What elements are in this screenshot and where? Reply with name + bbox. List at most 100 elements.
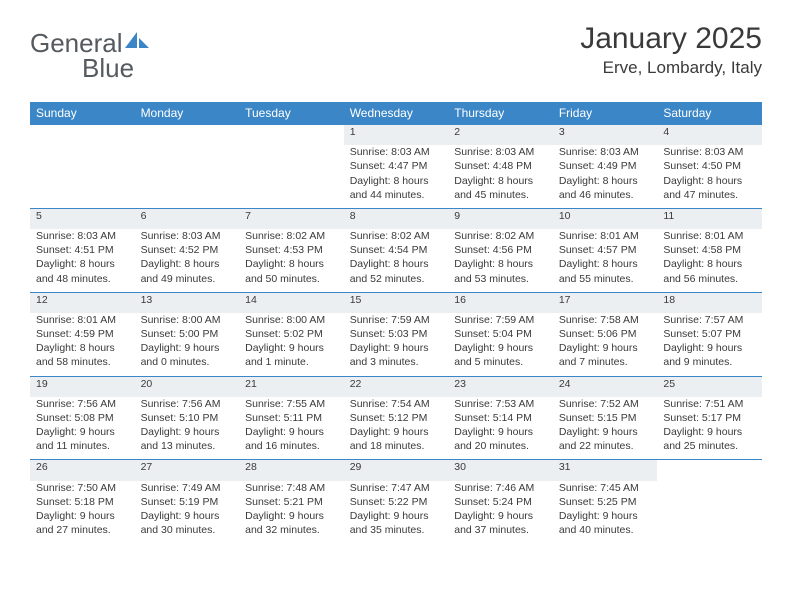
day-detail-line: Daylight: 9 hours <box>559 341 652 355</box>
day-detail-line: Daylight: 8 hours <box>454 257 547 271</box>
day-detail-line: Sunset: 5:19 PM <box>141 495 234 509</box>
day-cell: Sunrise: 8:00 AMSunset: 5:00 PMDaylight:… <box>135 313 240 376</box>
day-number: 4 <box>657 125 762 146</box>
day-number: 27 <box>135 460 240 481</box>
week-detail-row: Sunrise: 8:01 AMSunset: 4:59 PMDaylight:… <box>30 313 762 376</box>
day-number: 24 <box>553 376 658 397</box>
day-cell: Sunrise: 8:03 AMSunset: 4:52 PMDaylight:… <box>135 229 240 292</box>
day-cell: Sunrise: 7:56 AMSunset: 5:08 PMDaylight:… <box>30 397 135 460</box>
day-cell <box>135 145 240 208</box>
day-detail-line: Sunrise: 7:56 AM <box>141 397 234 411</box>
day-cell: Sunrise: 7:59 AMSunset: 5:04 PMDaylight:… <box>448 313 553 376</box>
weekday-header: Friday <box>553 102 658 125</box>
day-cell: Sunrise: 7:53 AMSunset: 5:14 PMDaylight:… <box>448 397 553 460</box>
week-daynum-row: 12131415161718 <box>30 292 762 313</box>
day-detail-line: Sunset: 4:47 PM <box>350 159 443 173</box>
day-detail-line: Daylight: 9 hours <box>245 509 338 523</box>
day-detail-line: and 55 minutes. <box>559 272 652 286</box>
day-cell: Sunrise: 8:03 AMSunset: 4:48 PMDaylight:… <box>448 145 553 208</box>
weekday-header: Monday <box>135 102 240 125</box>
day-detail-line: Sunset: 4:58 PM <box>663 243 756 257</box>
day-detail-line: Sunset: 5:24 PM <box>454 495 547 509</box>
day-detail-line: Daylight: 8 hours <box>141 257 234 271</box>
day-detail-line: and 30 minutes. <box>141 523 234 537</box>
day-detail-line: and 5 minutes. <box>454 355 547 369</box>
day-detail-line: Sunset: 5:14 PM <box>454 411 547 425</box>
day-detail-line: Daylight: 8 hours <box>36 341 129 355</box>
day-cell <box>239 145 344 208</box>
day-detail-line: and 49 minutes. <box>141 272 234 286</box>
day-detail-line: Sunrise: 7:58 AM <box>559 313 652 327</box>
day-detail-line: Sunrise: 8:03 AM <box>350 145 443 159</box>
weekday-header: Tuesday <box>239 102 344 125</box>
day-detail-line: and 22 minutes. <box>559 439 652 453</box>
day-cell: Sunrise: 7:58 AMSunset: 5:06 PMDaylight:… <box>553 313 658 376</box>
day-cell: Sunrise: 7:59 AMSunset: 5:03 PMDaylight:… <box>344 313 449 376</box>
day-cell: Sunrise: 7:49 AMSunset: 5:19 PMDaylight:… <box>135 481 240 544</box>
day-number: 3 <box>553 125 658 146</box>
day-detail-line: Daylight: 9 hours <box>663 425 756 439</box>
day-detail-line: Daylight: 9 hours <box>559 509 652 523</box>
day-detail-line: and 20 minutes. <box>454 439 547 453</box>
day-detail-line: Sunrise: 7:51 AM <box>663 397 756 411</box>
day-detail-line: Sunset: 5:25 PM <box>559 495 652 509</box>
day-number: 11 <box>657 208 762 229</box>
day-cell: Sunrise: 7:47 AMSunset: 5:22 PMDaylight:… <box>344 481 449 544</box>
day-detail-line: and 27 minutes. <box>36 523 129 537</box>
day-detail-line: Sunset: 5:12 PM <box>350 411 443 425</box>
day-detail-line: Sunrise: 7:55 AM <box>245 397 338 411</box>
weekday-header: Thursday <box>448 102 553 125</box>
day-detail-line: Sunset: 5:10 PM <box>141 411 234 425</box>
week-detail-row: Sunrise: 7:50 AMSunset: 5:18 PMDaylight:… <box>30 481 762 544</box>
day-detail-line: and 0 minutes. <box>141 355 234 369</box>
day-detail-line: Sunrise: 7:59 AM <box>350 313 443 327</box>
day-detail-line: Sunset: 4:59 PM <box>36 327 129 341</box>
day-detail-line: Sunset: 5:15 PM <box>559 411 652 425</box>
day-cell: Sunrise: 8:03 AMSunset: 4:50 PMDaylight:… <box>657 145 762 208</box>
day-cell: Sunrise: 8:02 AMSunset: 4:56 PMDaylight:… <box>448 229 553 292</box>
day-detail-line: and 47 minutes. <box>663 188 756 202</box>
day-detail-line: Daylight: 8 hours <box>245 257 338 271</box>
day-detail-line: and 48 minutes. <box>36 272 129 286</box>
day-cell: Sunrise: 8:01 AMSunset: 4:59 PMDaylight:… <box>30 313 135 376</box>
day-number: 14 <box>239 292 344 313</box>
day-detail-line: Daylight: 9 hours <box>663 341 756 355</box>
day-cell: Sunrise: 8:00 AMSunset: 5:02 PMDaylight:… <box>239 313 344 376</box>
day-number: 9 <box>448 208 553 229</box>
day-detail-line: and 37 minutes. <box>454 523 547 537</box>
day-detail-line: Sunrise: 8:01 AM <box>663 229 756 243</box>
header: General Blue January 2025 Erve, Lombardy… <box>30 22 762 84</box>
day-number: 6 <box>135 208 240 229</box>
day-detail-line: Sunrise: 8:03 AM <box>454 145 547 159</box>
day-number: 21 <box>239 376 344 397</box>
day-detail-line: and 52 minutes. <box>350 272 443 286</box>
day-detail-line: Daylight: 9 hours <box>36 509 129 523</box>
day-number: 7 <box>239 208 344 229</box>
day-detail-line: Daylight: 9 hours <box>141 341 234 355</box>
day-detail-line: Sunrise: 8:00 AM <box>245 313 338 327</box>
day-detail-line: Sunset: 4:57 PM <box>559 243 652 257</box>
logo-text-blue: Blue <box>82 53 152 84</box>
week-daynum-row: 1234 <box>30 125 762 146</box>
day-cell: Sunrise: 8:03 AMSunset: 4:51 PMDaylight:… <box>30 229 135 292</box>
day-detail-line: and 9 minutes. <box>663 355 756 369</box>
day-detail-line: Sunrise: 8:03 AM <box>663 145 756 159</box>
day-detail-line: Daylight: 8 hours <box>559 174 652 188</box>
day-detail-line: Sunset: 5:21 PM <box>245 495 338 509</box>
day-cell: Sunrise: 8:02 AMSunset: 4:54 PMDaylight:… <box>344 229 449 292</box>
sail-icon <box>124 31 152 51</box>
day-number: 18 <box>657 292 762 313</box>
day-detail-line: Daylight: 9 hours <box>245 425 338 439</box>
day-detail-line: and 32 minutes. <box>245 523 338 537</box>
title-block: January 2025 Erve, Lombardy, Italy <box>580 22 762 78</box>
day-detail-line: and 7 minutes. <box>559 355 652 369</box>
day-detail-line: Daylight: 9 hours <box>559 425 652 439</box>
day-detail-line: Daylight: 8 hours <box>454 174 547 188</box>
location-label: Erve, Lombardy, Italy <box>580 58 762 78</box>
day-number: 15 <box>344 292 449 313</box>
day-number: 17 <box>553 292 658 313</box>
day-detail-line: Sunset: 5:17 PM <box>663 411 756 425</box>
day-detail-line: Daylight: 9 hours <box>141 425 234 439</box>
day-cell: Sunrise: 7:48 AMSunset: 5:21 PMDaylight:… <box>239 481 344 544</box>
day-number: 12 <box>30 292 135 313</box>
